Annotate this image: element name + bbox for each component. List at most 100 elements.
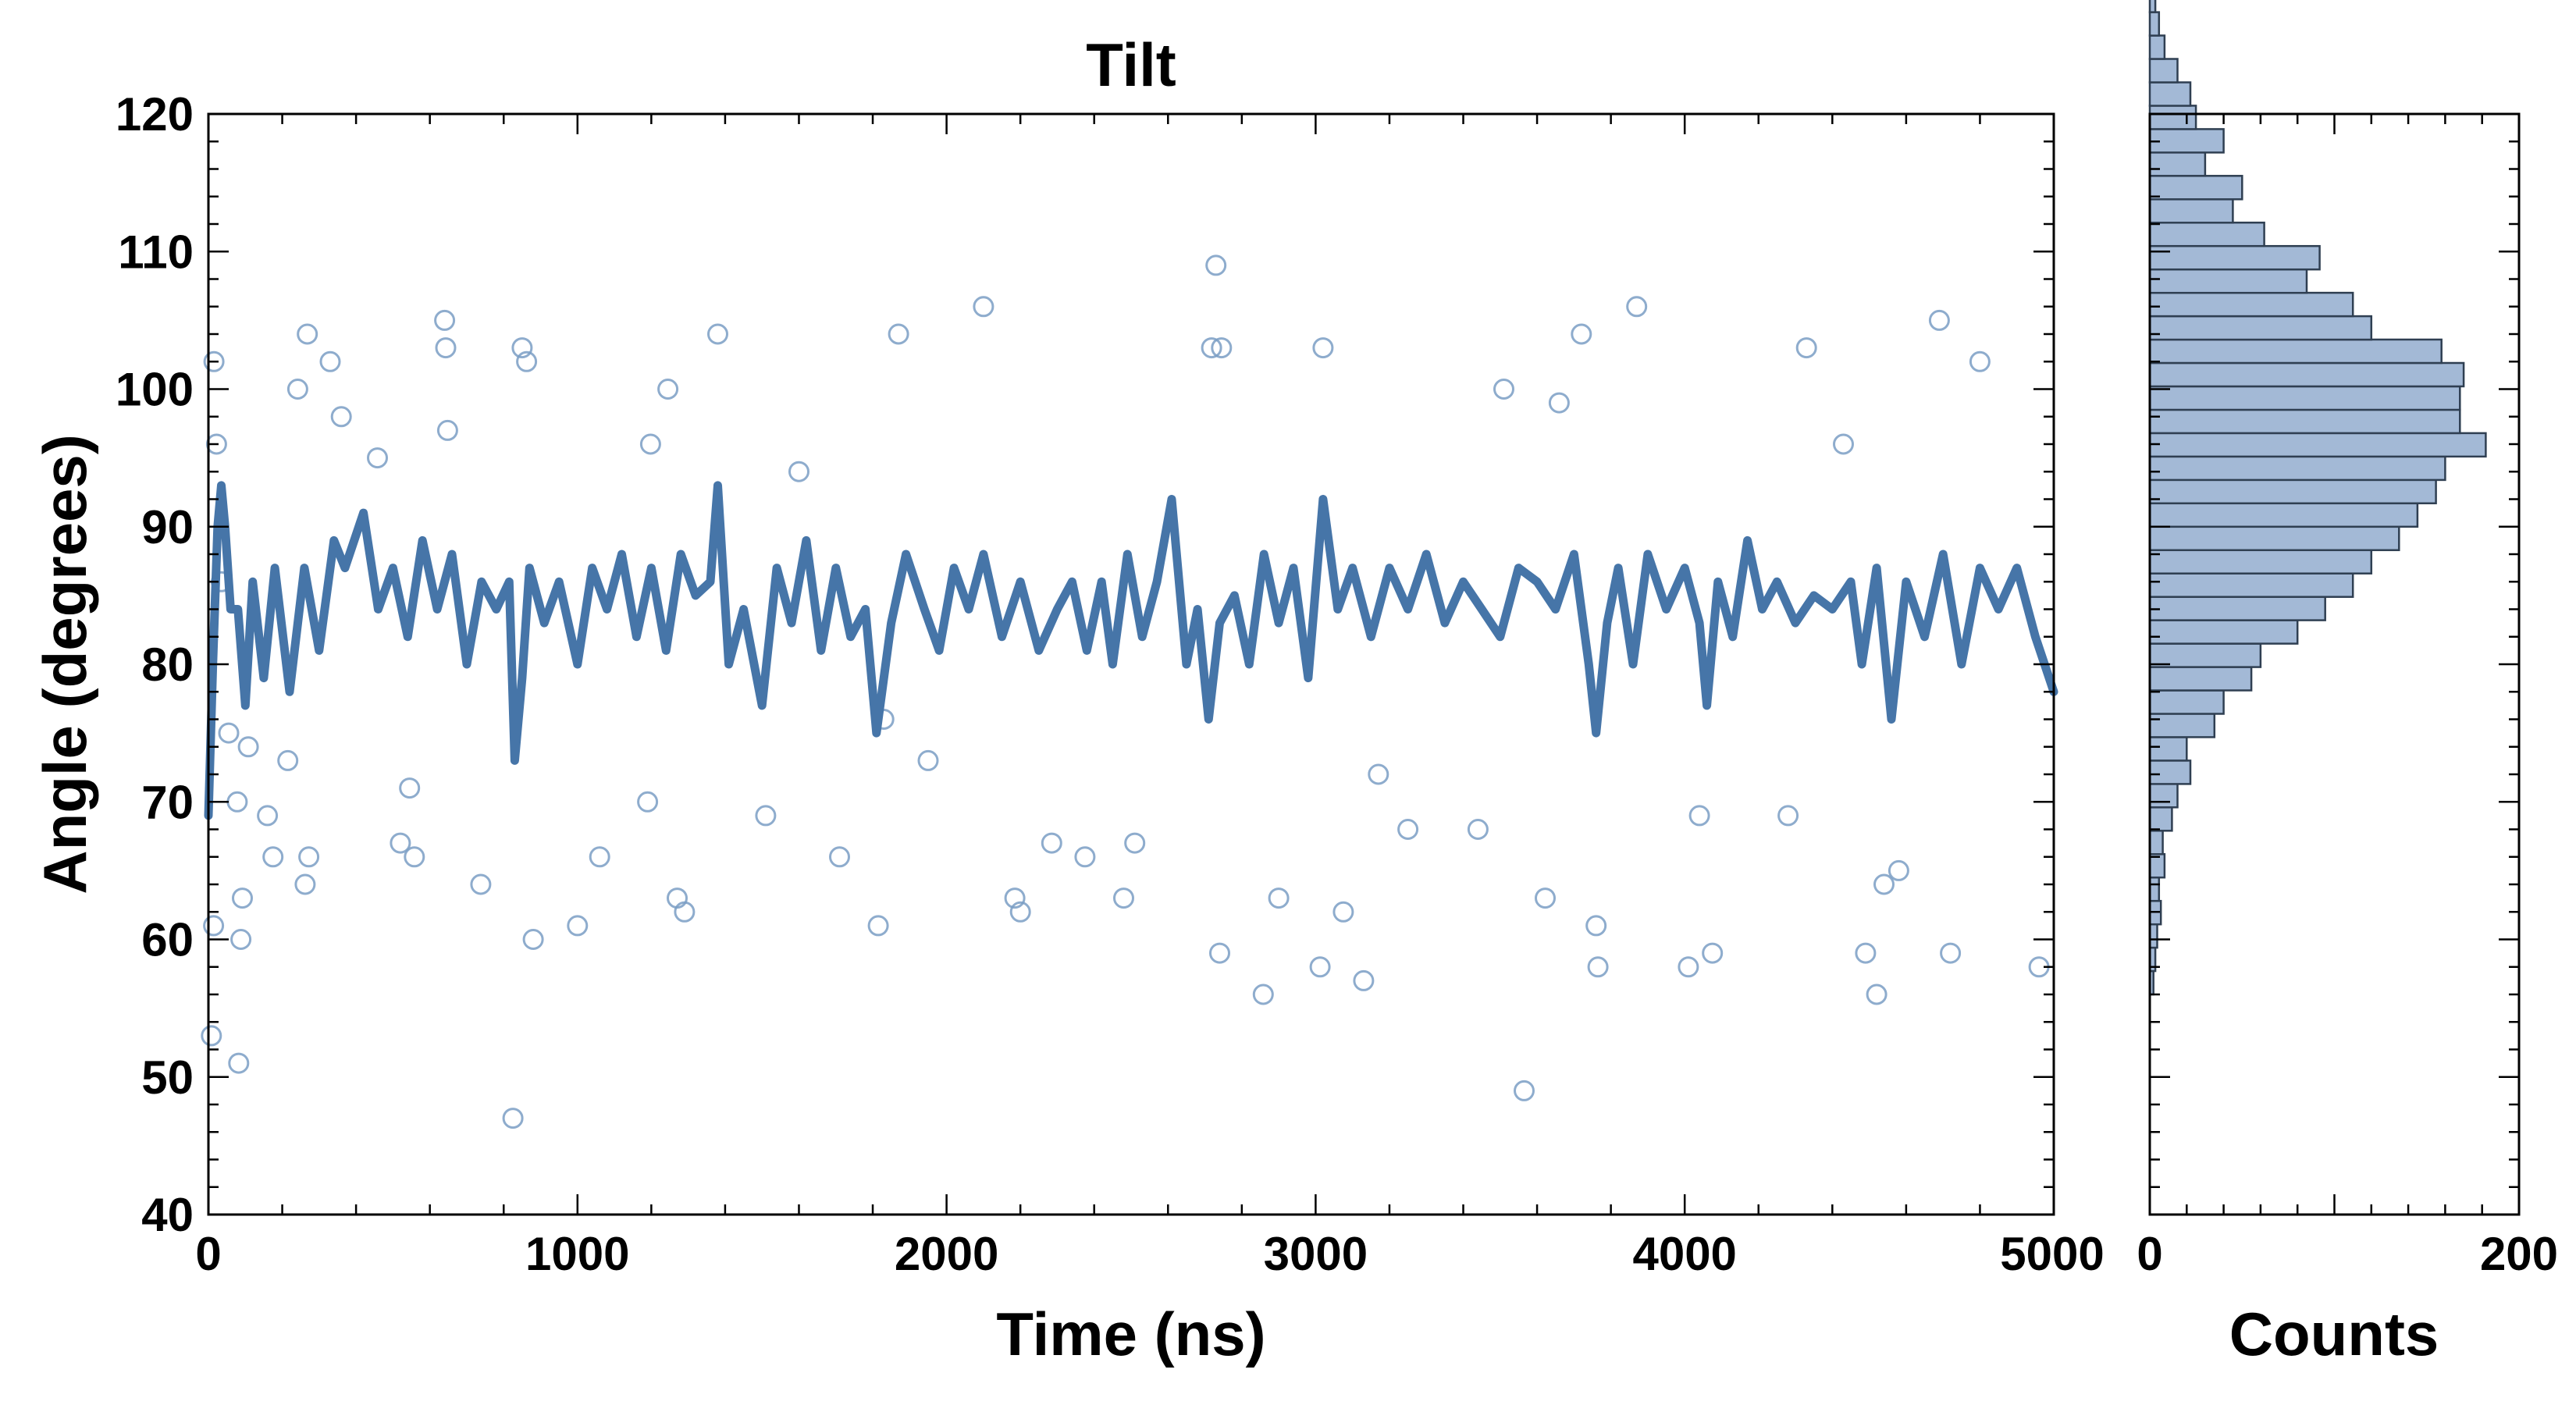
scatter-point [230,929,252,950]
y-axis-title: Angle (degrees) [30,434,99,894]
scatter-point [203,350,225,372]
histogram-bar [2148,549,2373,574]
histogram-bar [2148,221,2265,247]
histogram-bar [2148,478,2437,505]
scatter-point [674,901,696,923]
scatter-point [1004,887,1026,909]
histogram-bar [2148,315,2373,341]
scatter-point [829,846,850,868]
y-tick-label: 60 [141,914,194,966]
scatter-point [888,323,909,345]
time-series-panel: Tilt 0 1000 2000 3000 4000 5000 40 50 60 70 80 90 1… [30,30,2105,1368]
scatter-point [277,749,299,771]
histogram-bar [2148,338,2443,365]
scatter-point [788,461,809,482]
scatter-point [237,736,259,758]
scatter-point [867,915,889,937]
scatter-point [286,379,308,400]
x-tick-label: 1000 [525,1228,629,1280]
scatter-point [1587,956,1609,978]
y-tick-label: 40 [141,1189,194,1241]
scatter-point [1928,309,1950,331]
x-tick-label: 3000 [1264,1228,1368,1280]
scatter-point [1678,956,1699,978]
scatter-point [1252,984,1274,1005]
y-tick-label: 100 [116,364,194,416]
scatter-point [435,337,457,359]
histogram-bar [2148,361,2465,388]
histogram-x-axis-title: Counts [2229,1300,2439,1368]
scatter-point [1211,337,1233,359]
x-axis-title: Time (ns) [996,1300,1265,1368]
scatter-point [297,323,318,345]
scatter-point [262,846,284,868]
scatter-point [637,791,659,813]
plot-frame [207,112,2055,1216]
scatter-point [1702,942,1724,964]
scatter-point [1688,805,1710,827]
histogram-bar [2148,0,2157,13]
histogram-bar [2148,713,2216,738]
histogram-x-tick-label: 0 [2137,1228,2162,1280]
scatter-point [434,309,456,331]
scatter-point [404,846,425,868]
histogram-bar [2148,408,2461,435]
histogram-bar [2148,175,2243,201]
axis-ticks [207,112,2055,1216]
scatter-point [1312,337,1334,359]
histogram-bar [2148,244,2321,271]
scatter-point [399,777,421,799]
y-tick-labels: 40 50 60 70 80 90 100 110 120 [116,88,194,1241]
histogram-bar [2148,81,2192,107]
scatter-point [1467,819,1489,840]
histogram-bar [2148,689,2225,715]
x-tick-label: 0 [195,1228,221,1280]
chart-title: Tilt [1086,30,1176,99]
scatter-point [226,791,248,813]
histogram-bar [2148,151,2207,177]
scatter-point [657,379,679,400]
histogram-bar [2148,198,2234,224]
running-average-line [204,481,2058,820]
scatter-point [1201,337,1222,359]
scatter-point [232,887,253,909]
scatter-point [1124,832,1146,854]
scatter-series [201,254,2050,1129]
scatter-point [436,419,458,441]
scatter-point [589,846,610,868]
histogram-bar [2148,736,2188,762]
scatter-point [330,406,352,428]
scatter-point [1493,379,1514,400]
scatter-point [1866,984,1888,1005]
histogram-bar [2148,11,2161,37]
scatter-point [218,722,240,744]
scatter-point [1041,832,1062,854]
scatter-point [1795,337,1817,359]
histogram-bar [2148,572,2354,598]
histogram-x-tick-label: 200 [2480,1228,2558,1280]
histogram-bar [2148,783,2179,809]
scatter-point [1548,392,1570,414]
scatter-point [201,1025,222,1047]
scatter-point [470,873,492,895]
histogram-bar [2148,619,2299,645]
histogram-frame [2148,112,2521,1216]
scatter-point [228,1052,250,1074]
scatter-point [1309,956,1331,978]
scatter-point [203,915,225,937]
running-average-series [204,481,2058,820]
y-tick-label: 90 [141,501,194,553]
scatter-point [257,805,279,827]
scatter-point [1514,1080,1535,1101]
histogram-bar [2148,385,2461,411]
y-tick-label: 50 [141,1051,194,1104]
x-tick-labels: 0 1000 2000 3000 4000 5000 [195,1228,2104,1280]
scatter-point [1855,942,1877,964]
scatter-point [1397,819,1419,840]
y-tick-label: 120 [116,88,194,140]
histogram-bar [2148,268,2308,294]
scatter-point [1205,254,1227,276]
histogram-bar [2148,876,2161,902]
scatter-point [1209,942,1230,964]
histogram-bar [2148,34,2166,60]
